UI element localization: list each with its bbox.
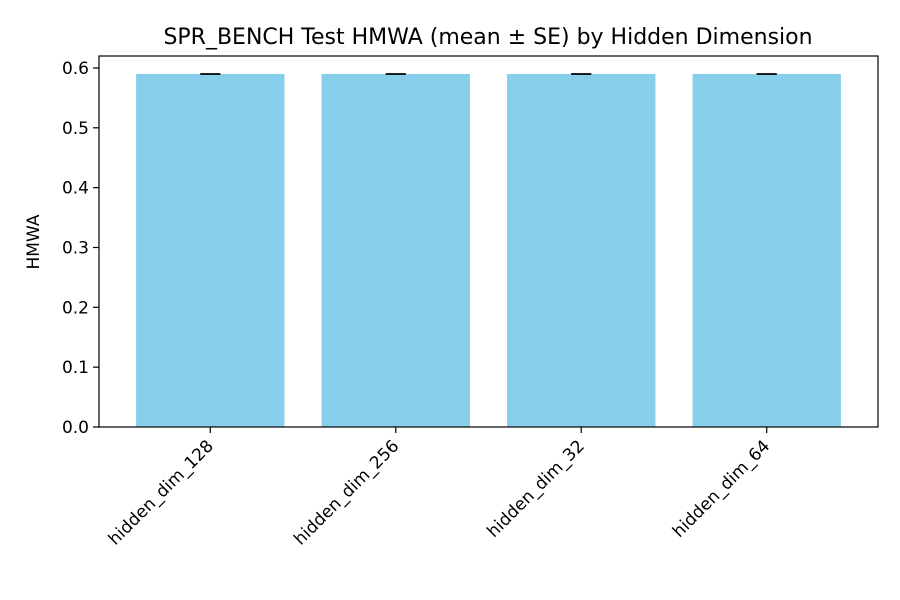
chart-title: SPR_BENCH Test HMWA (mean ± SE) by Hidde…: [163, 25, 812, 50]
y-tick-label: 0.3: [62, 238, 89, 258]
y-tick-label: 0.5: [62, 119, 89, 139]
axes-frame: [98, 55, 879, 428]
y-tick-label: 0.0: [62, 418, 89, 438]
y-tick-label: 0.6: [62, 59, 89, 79]
bar: [136, 73, 285, 428]
y-tick-label: 0.4: [62, 179, 89, 199]
bar: [321, 73, 470, 428]
bar: [507, 73, 656, 428]
y-tick-label: 0.2: [62, 298, 89, 318]
y-axis-label: HMWA: [24, 214, 44, 269]
bar: [692, 73, 841, 428]
y-tick-label: 0.1: [62, 358, 89, 378]
